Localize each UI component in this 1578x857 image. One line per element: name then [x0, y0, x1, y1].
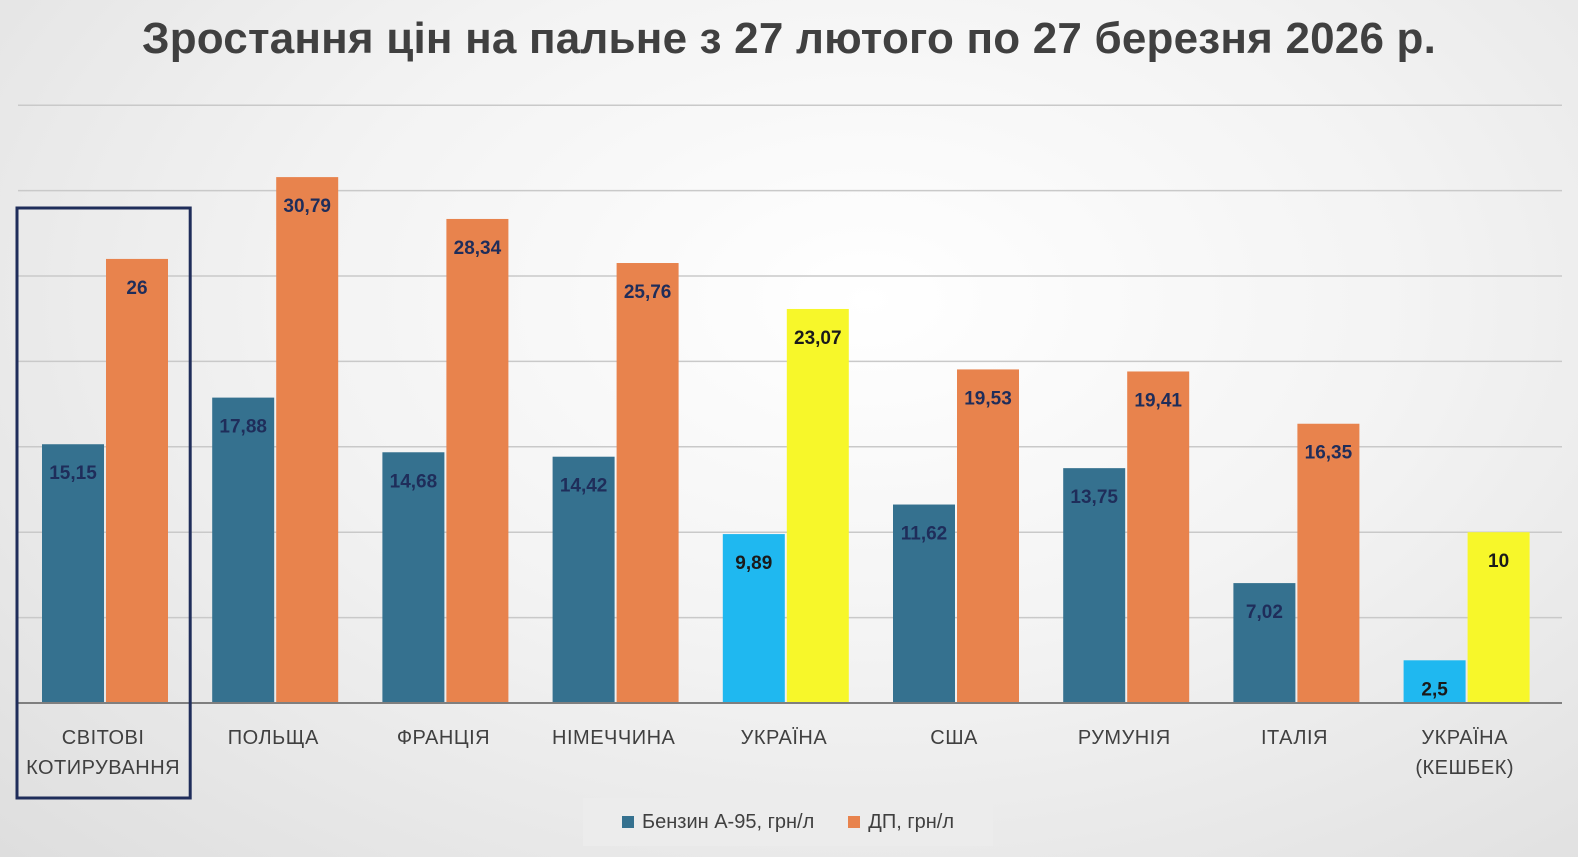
bar-diesel	[446, 218, 509, 703]
data-label: 11,62	[901, 524, 948, 545]
data-label: 2,5	[1421, 679, 1448, 700]
bar-diesel	[957, 369, 1019, 703]
legend-label-diesel: ДП, грн/л	[868, 810, 955, 833]
highlight-box	[15, 206, 192, 800]
bar-diesel	[276, 177, 339, 703]
category-label: НІМЕЧЧИНА	[552, 727, 675, 749]
bar-diesel	[616, 263, 679, 703]
bar-petrol	[42, 444, 104, 703]
data-label: 19,41	[1134, 390, 1182, 411]
data-label: 13,75	[1070, 487, 1118, 508]
data-label: 16,35	[1305, 443, 1353, 464]
data-label: 30,79	[283, 196, 331, 217]
chart-title: Зростання цін на пальне з 27 лютого по 2…	[141, 14, 1437, 63]
bar-petrol	[722, 534, 785, 703]
data-label: 15,15	[49, 463, 97, 484]
data-label: 25,76	[624, 282, 672, 303]
data-label: 23,07	[794, 328, 842, 349]
data-label: 9,89	[735, 553, 772, 574]
legend-label-petrol: Бензин А-95, грн/л	[641, 810, 815, 833]
legend: Бензин А-95, грн/л ДП, грн/л	[583, 798, 993, 846]
legend-item-petrol: Бензин А-95, грн/л	[621, 810, 815, 834]
bar-diesel	[786, 308, 849, 703]
data-label: 19,53	[964, 388, 1012, 409]
category-label: ФРАНЦІЯ	[397, 727, 490, 749]
category-label: (КЕШБЕК)	[1415, 757, 1514, 779]
data-label: 28,34	[454, 238, 502, 259]
legend-swatch-petrol	[621, 816, 634, 828]
category-label: США	[930, 727, 978, 749]
bar-diesel	[1467, 532, 1530, 703]
bar-petrol	[1403, 660, 1466, 703]
category-label: КОТИРУВАННЯ	[26, 757, 180, 779]
legend-item-diesel: ДП, грн/л	[848, 811, 954, 834]
data-label: 26	[126, 278, 147, 299]
bar-petrol	[1063, 468, 1126, 703]
bar-petrol	[382, 452, 445, 703]
bar-diesel	[1297, 423, 1360, 703]
data-label: 14,68	[390, 471, 438, 492]
category-label: ПОЛЬЩА	[228, 727, 319, 749]
bar-petrol	[1233, 583, 1296, 703]
category-label: СВІТОВІ	[62, 727, 145, 749]
category-label: РУМУНІЯ	[1078, 727, 1171, 749]
bar-petrol	[212, 397, 275, 703]
data-label: 7,02	[1246, 602, 1283, 623]
data-label: 10	[1488, 551, 1509, 572]
category-label: УКРАЇНА	[1421, 727, 1508, 749]
data-label: 14,42	[560, 476, 608, 497]
bar-diesel	[106, 258, 168, 703]
category-label: УКРАЇНА	[741, 727, 828, 749]
legend-swatch-diesel	[848, 816, 861, 828]
bar-petrol	[552, 456, 615, 703]
data-label: 17,88	[219, 417, 267, 438]
bar-petrol	[893, 504, 955, 703]
bar-diesel	[1127, 371, 1190, 703]
category-label: ІТАЛІЯ	[1261, 727, 1328, 749]
